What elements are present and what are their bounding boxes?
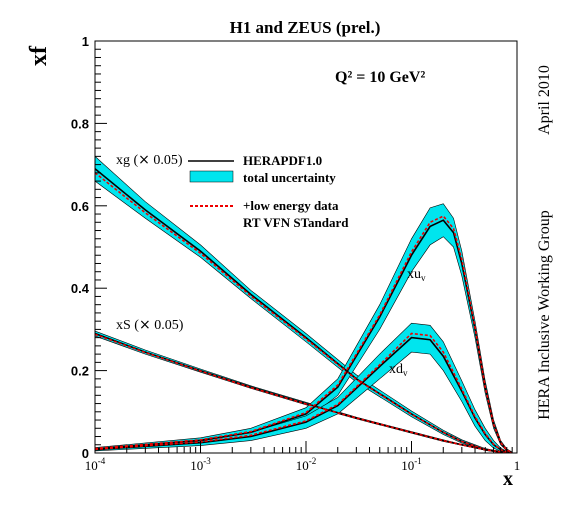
legend-label-band: total uncertainty bbox=[243, 170, 336, 185]
uncertainty-bands bbox=[95, 155, 513, 453]
x-tick-label: 10-1 bbox=[401, 456, 422, 473]
series-label-xs: xS (× 0.05) bbox=[116, 317, 184, 333]
band-xg bbox=[95, 155, 513, 453]
central-curves bbox=[95, 168, 513, 453]
side-label-date: April 2010 bbox=[536, 65, 553, 135]
legend-label-central: HERAPDF1.0 bbox=[243, 153, 322, 168]
band-xs bbox=[95, 330, 513, 453]
side-label-group: HERA Inclusive Working Group bbox=[536, 210, 553, 420]
axis-ticks bbox=[94, 40, 518, 454]
x-tick-label: 10-3 bbox=[190, 456, 211, 473]
series-label-xdv: xdv bbox=[389, 362, 408, 378]
q2-annotation: Q² = 10 GeV² bbox=[335, 69, 425, 86]
chart-title: H1 and ZEUS (prel.) bbox=[230, 18, 381, 37]
series-label-xuv: xuv bbox=[407, 267, 426, 283]
x-tick-label: 10-2 bbox=[296, 456, 317, 473]
curve-alt-xuv bbox=[95, 215, 513, 453]
band-xdv bbox=[95, 322, 513, 453]
y-tick-label: 0.2 bbox=[71, 364, 89, 379]
legend-swatch-band bbox=[189, 170, 234, 183]
x-tick-label: 1 bbox=[514, 458, 521, 473]
curve-alt-xg bbox=[95, 172, 513, 453]
x-axis-label: x bbox=[503, 468, 513, 490]
x-tick-label: 10-4 bbox=[85, 456, 106, 473]
y-tick-label: 0.8 bbox=[71, 116, 89, 131]
curve-alt-xdv bbox=[95, 332, 513, 453]
legend-label-alt-scheme: RT VFN STandard bbox=[243, 215, 349, 230]
y-tick-label: 1 bbox=[82, 34, 89, 49]
y-tick-label: 0.4 bbox=[71, 281, 90, 296]
y-axis-label: xf bbox=[26, 45, 52, 66]
y-tick-label: 0 bbox=[82, 446, 89, 461]
tick-labels: 10-4 10-3 10-2 10-1 1 0 0.2 0.4 0.6 0.8 1 bbox=[71, 34, 520, 473]
series-label-xg: xg (× 0.05) bbox=[116, 152, 183, 168]
band-xuv bbox=[95, 203, 513, 453]
legend-label-alt: +low energy data bbox=[243, 198, 339, 213]
legend: HERAPDF1.0 total uncertainty +low energy… bbox=[188, 153, 349, 230]
y-tick-label: 0.6 bbox=[71, 199, 89, 214]
curve-alt-xs bbox=[95, 333, 513, 453]
